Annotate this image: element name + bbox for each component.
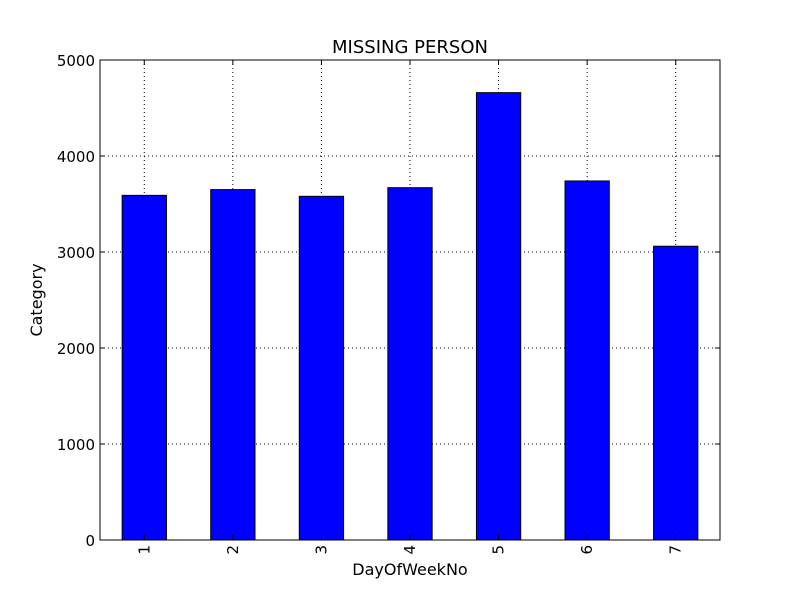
y-tick-label: 1000 <box>57 436 95 454</box>
x-tick-label: 7 <box>667 545 685 555</box>
y-tick-label: 0 <box>85 532 95 550</box>
axis-ticks <box>100 59 720 541</box>
x-tick-label: 4 <box>401 545 419 555</box>
x-tick-label: 6 <box>578 545 596 555</box>
x-tick-label: 1 <box>135 545 153 555</box>
bar-4 <box>387 187 433 541</box>
x-tick-label: 3 <box>312 545 330 555</box>
y-tick-labels: 0 1000 2000 3000 4000 5000 <box>57 52 95 550</box>
bar-7 <box>653 245 699 541</box>
y-axis-label: Category <box>27 263 46 336</box>
y-tick-label: 3000 <box>57 244 95 262</box>
x-axis-label: DayOfWeekNo <box>352 560 467 579</box>
x-tick-labels: 1 2 3 4 5 6 7 <box>135 545 684 555</box>
y-tick-label: 4000 <box>57 148 95 166</box>
y-tick-label: 5000 <box>57 52 95 70</box>
bar-1 <box>121 194 167 541</box>
x-tick-label: 2 <box>224 545 242 555</box>
bar-5 <box>475 92 522 541</box>
bar-3 <box>298 195 345 541</box>
x-tick-label: 5 <box>490 545 508 555</box>
y-tick-label: 2000 <box>57 340 95 358</box>
chart-title: MISSING PERSON <box>332 37 488 58</box>
bars <box>121 92 699 541</box>
bar-2 <box>210 189 256 541</box>
bar-6 <box>564 180 610 541</box>
